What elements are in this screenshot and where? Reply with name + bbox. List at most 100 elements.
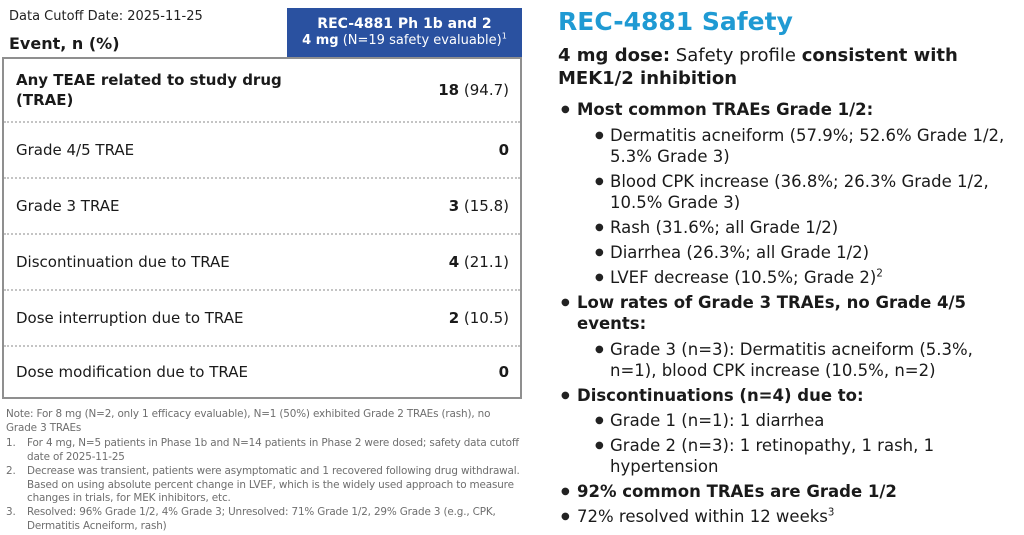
text-run: 2	[448, 309, 460, 327]
superscript: 2	[876, 268, 883, 280]
bullet-dot-icon: ●	[595, 129, 604, 141]
bullet-text: Discontinuations (n=4) due to:	[577, 386, 864, 405]
bullet-list: ● Most common TRAEs Grade 1/2: ● Dermatitis…	[558, 99, 1014, 527]
data-cutoff-date: Data Cutoff Date: 2025-11-25	[9, 9, 203, 24]
bullet-dot-icon: ●	[561, 511, 570, 523]
bullet-text: Grade 3 (n=3): Dermatitis acneiform (5.3…	[610, 340, 973, 380]
bullet-item: ● Grade 2 (n=3): 1 retinopathy, 1 rash, 1…	[558, 435, 1014, 477]
text-run: (10.5)	[459, 309, 509, 327]
event-label: Grade 3 TRAE	[16, 196, 120, 215]
text-run: LVEF decrease (10.5%; Grade 2)	[610, 268, 877, 288]
text-run: (21.1)	[459, 253, 509, 271]
footnote-text: Decrease was transient, patients were as…	[27, 464, 520, 505]
text-run: 72% resolved within 12 weeks	[577, 507, 828, 527]
bullet-dot-icon: ●	[595, 272, 604, 284]
bullet-dot-icon: ●	[595, 343, 604, 355]
event-label: Discontinuation due to TRAE	[16, 252, 230, 271]
bullet-item: ● LVEF decrease (10.5%; Grade 2)2	[558, 267, 1014, 288]
table-row: Dose interruption due to TRAE 2 (10.5)	[4, 289, 520, 345]
column-header-dose: 4 mg (N=19 safety evaluable)1	[302, 31, 507, 49]
footnote-text: For 4 mg, N=5 patients in Phase 1b and N…	[27, 437, 519, 464]
table-column-header: REC-4881 Ph 1b and 2 4 mg (N=19 safety e…	[287, 8, 522, 57]
text-run: 4 mg dose:	[558, 44, 671, 66]
event-value: 0	[499, 141, 509, 159]
footnote-number: 1.	[6, 437, 16, 450]
bullet-text: Dermatitis acneiform (57.9%; 52.6% Grade…	[610, 126, 1004, 166]
page-title: REC-4881 Safety	[558, 7, 793, 36]
bullet-item: ● 72% resolved within 12 weeks3	[558, 506, 1014, 527]
bullet-item: ● Discontinuations (n=4) due to:	[558, 385, 1014, 406]
bullet-text: Grade 2 (n=3): 1 retinopathy, 1 rash, 1 …	[610, 436, 934, 476]
subtitle: 4 mg dose: Safety profile consistent wit…	[558, 45, 1014, 91]
table-row: Grade 4/5 TRAE 0	[4, 121, 520, 177]
footnote-item: 2. Decrease was transient, patients were …	[6, 465, 523, 506]
text-run: (94.7)	[459, 81, 509, 99]
text-run: Dermatitis acneiform (57.9%; 52.6% Grade…	[610, 125, 1005, 166]
footnote-number: 2.	[6, 464, 16, 477]
bullet-text: Grade 1 (n=1): 1 diarrhea	[610, 411, 824, 430]
footnote-text: Resolved: 96% Grade 1/2, 4% Grade 3; Unr…	[27, 506, 496, 532]
text-run: Low rates of Grade 3 TRAEs, no Grade 4/5…	[577, 293, 967, 334]
text-run: 3	[448, 197, 460, 215]
event-value: 4 (21.1)	[449, 253, 509, 271]
event-value: 0	[499, 363, 509, 381]
event-value: 3 (15.8)	[449, 197, 509, 215]
text-run: 18	[438, 81, 460, 99]
text-run: Most common TRAEs Grade 1/2:	[577, 100, 874, 120]
event-value: 18 (94.7)	[438, 81, 509, 99]
bullet-text: 72% resolved within 12 weeks3	[577, 507, 834, 526]
text-run: 4	[448, 253, 460, 271]
event-label: Any TEAE related to study drug (TRAE)	[16, 70, 282, 109]
bullet-item: ● Grade 3 (n=3): Dermatitis acneiform (5.…	[558, 339, 1014, 381]
bullet-item: ● Rash (31.6%; all Grade 1/2)	[558, 217, 1014, 238]
bullet-dot-icon: ●	[561, 104, 570, 116]
table-row: Any TEAE related to study drug (TRAE) 18 …	[4, 59, 520, 121]
summary-panel: REC-4881 Safety 4 mg dose: Safety profil…	[558, 7, 1014, 527]
bullet-item: ● Low rates of Grade 3 TRAEs, no Grade 4/…	[558, 292, 1014, 334]
text-run: 0	[498, 363, 509, 381]
text-run: Discontinuations (n=4) due to:	[577, 385, 864, 405]
footnote-item: 1. For 4 mg, N=5 patients in Phase 1b and…	[6, 437, 523, 464]
bullet-text: 92% common TRAEs are Grade 1/2	[577, 482, 897, 501]
footnotes: Note: For 8 mg (N=2, only 1 efficacy eva…	[6, 408, 523, 534]
trae-table: Any TEAE related to study drug (TRAE) 18 …	[2, 57, 522, 399]
footnote-note: Note: For 8 mg (N=2, only 1 efficacy eva…	[6, 408, 491, 434]
event-label: Grade 4/5 TRAE	[16, 140, 135, 159]
text-run: Blood CPK increase (36.8%; 26.3% Grade 1…	[610, 171, 989, 212]
bullet-item: ● Most common TRAEs Grade 1/2:	[558, 99, 1014, 120]
bullet-text: Rash (31.6%; all Grade 1/2)	[610, 218, 838, 237]
superscript: 3	[827, 507, 835, 519]
text-run: 4 mg	[302, 33, 339, 49]
bullet-item: ● 92% common TRAEs are Grade 1/2	[558, 481, 1014, 502]
bullet-dot-icon: ●	[595, 440, 604, 451]
event-label: Dose modification due to TRAE	[16, 362, 248, 381]
text-run: Diarrhea (26.3%; all Grade 1/2)	[610, 243, 870, 263]
event-label: Dose interruption due to TRAE	[16, 308, 244, 327]
text-run: (15.8)	[459, 197, 509, 215]
text-run: Grade 2 (n=3): 1 retinopathy, 1 rash, 1 …	[610, 436, 935, 477]
event-column-header: Event, n (%)	[9, 34, 120, 53]
bullet-dot-icon: ●	[595, 247, 604, 259]
text-run: (N=19 safety evaluable)	[338, 33, 502, 49]
bullet-dot-icon: ●	[595, 414, 604, 426]
bullet-dot-icon: ●	[561, 486, 570, 498]
bullet-item: ● Dermatitis acneiform (57.9%; 52.6% Grad…	[558, 125, 1014, 167]
table-row: Discontinuation due to TRAE 4 (21.1)	[4, 233, 520, 289]
text-run: Safety profile	[670, 44, 802, 66]
bullet-item: ● Blood CPK increase (36.8%; 26.3% Grade …	[558, 171, 1014, 213]
footnote-list: 1. For 4 mg, N=5 patients in Phase 1b and…	[6, 437, 523, 533]
table-row: Dose modification due to TRAE 0	[4, 345, 520, 397]
text-run: Rash (31.6%; all Grade 1/2)	[610, 218, 839, 238]
event-value: 2 (10.5)	[449, 309, 509, 327]
text-run: 92% common TRAEs are Grade 1/2	[577, 482, 897, 502]
footnote-number: 3.	[6, 506, 16, 519]
bullet-text: Blood CPK increase (36.8%; 26.3% Grade 1…	[610, 172, 989, 212]
text-run: Grade 3 (n=3): Dermatitis acneiform (5.3…	[610, 339, 973, 380]
bullet-text: LVEF decrease (10.5%; Grade 2)2	[610, 268, 883, 287]
bullet-dot-icon: ●	[561, 389, 570, 401]
column-header-study: REC-4881 Ph 1b and 2	[317, 15, 492, 32]
text-run: 0	[498, 141, 509, 159]
bullet-item: ● Diarrhea (26.3%; all Grade 1/2)	[558, 242, 1014, 263]
superscript: 1	[501, 31, 507, 41]
bullet-text: Diarrhea (26.3%; all Grade 1/2)	[610, 243, 869, 262]
